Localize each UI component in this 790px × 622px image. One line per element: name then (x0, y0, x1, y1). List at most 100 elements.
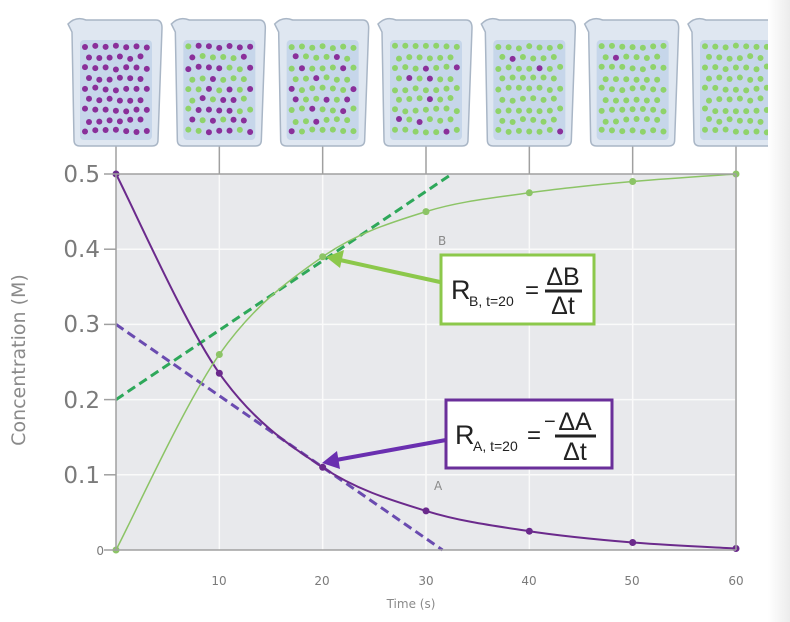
y-tick-label: 0 (96, 544, 104, 558)
molecule-b (344, 55, 351, 62)
molecule-b (702, 105, 708, 112)
molecule-b (536, 84, 543, 91)
molecule-a (426, 96, 433, 103)
molecule-b (412, 128, 419, 135)
data-point-b (319, 253, 327, 261)
molecule-b (608, 127, 615, 134)
molecule-b (292, 118, 299, 125)
molecule-b (309, 44, 316, 51)
molecule-b (650, 64, 657, 71)
molecule-b (422, 129, 429, 136)
molecule-b (309, 65, 316, 72)
data-point-a (215, 369, 223, 377)
molecule-a (112, 126, 119, 133)
molecule-b (536, 44, 543, 51)
molecule-a (82, 43, 88, 50)
molecule-a (288, 85, 295, 92)
molecule-b (189, 97, 196, 104)
molecule-a (247, 86, 254, 93)
molecule-b (344, 76, 351, 83)
molecule-b (509, 74, 516, 81)
molecule-b (643, 116, 650, 123)
molecule-a (133, 129, 140, 136)
molecule-a (416, 118, 423, 125)
denominator: Δt (551, 292, 575, 320)
molecule-b (753, 128, 760, 135)
molecule-a (240, 53, 247, 60)
molecule-b (623, 76, 630, 83)
molecule-b (298, 105, 305, 112)
molecule-b (602, 76, 609, 83)
molecule-a (112, 42, 119, 49)
x-tick-label: 10 (211, 574, 226, 588)
molecule-b (660, 42, 667, 49)
molecule-b (230, 55, 237, 62)
molecule-b (598, 126, 605, 133)
molecule-b (732, 128, 739, 135)
molecule-a (123, 64, 130, 71)
y-tick-label: 0.1 (63, 463, 100, 489)
equals-sign: = (525, 277, 539, 304)
molecule-a (509, 55, 516, 62)
molecule-b (505, 44, 512, 51)
molecule-a (127, 116, 134, 123)
molecule-a (340, 65, 347, 72)
molecule-a (86, 54, 92, 61)
molecule-a (205, 64, 212, 71)
molecule-b (319, 84, 326, 91)
beaker (67, 17, 163, 174)
molecule-b (309, 126, 316, 133)
molecule-b (515, 45, 522, 52)
molecule-a (344, 96, 351, 103)
molecule-b (433, 42, 440, 49)
molecule-b (546, 107, 553, 114)
molecule-b (557, 105, 564, 112)
axes (104, 173, 737, 551)
molecule-b (757, 75, 764, 82)
molecule-b (515, 127, 522, 134)
molecule-b (732, 108, 739, 115)
molecule-a (106, 54, 113, 61)
molecule-b (412, 85, 419, 92)
x-tick-label: 40 (521, 574, 536, 588)
molecule-b (323, 116, 330, 123)
molecule-b (426, 55, 433, 62)
molecule-b (726, 96, 733, 103)
molecule-b (209, 96, 216, 103)
molecule-a (123, 128, 130, 135)
molecule-b (757, 118, 764, 125)
molecule-b (732, 64, 739, 71)
molecule-b (515, 84, 522, 91)
molecule-b (598, 43, 605, 50)
molecule-b (753, 66, 760, 73)
rate-subscript: A, t=20 (473, 438, 518, 454)
molecule-a (340, 108, 347, 115)
molecule-b (643, 54, 650, 61)
molecule-b (453, 108, 460, 115)
data-point-a (319, 463, 327, 471)
molecule-b (288, 44, 295, 51)
molecule-a (116, 97, 123, 104)
molecule-a (92, 127, 99, 134)
beaker (170, 17, 267, 174)
molecule-b (350, 105, 357, 112)
x-tick-label: 20 (314, 574, 329, 588)
molecule-a (106, 95, 113, 102)
molecule-b (402, 42, 409, 49)
molecule-b (743, 108, 750, 115)
molecule-b (519, 95, 526, 102)
molecule-b (526, 107, 533, 114)
molecule-b (639, 106, 646, 113)
right-edge-shadow (768, 0, 790, 622)
denominator: Δt (563, 438, 587, 466)
molecule-a (86, 118, 92, 125)
molecule-a (216, 44, 223, 51)
molecule-b (350, 64, 357, 71)
molecule-b (313, 95, 320, 102)
molecule-b (426, 116, 433, 123)
molecule-b (743, 87, 750, 94)
molecule-b (757, 55, 764, 62)
molecule-b (302, 75, 309, 82)
molecule-b (422, 42, 429, 49)
molecule-b (189, 76, 196, 83)
